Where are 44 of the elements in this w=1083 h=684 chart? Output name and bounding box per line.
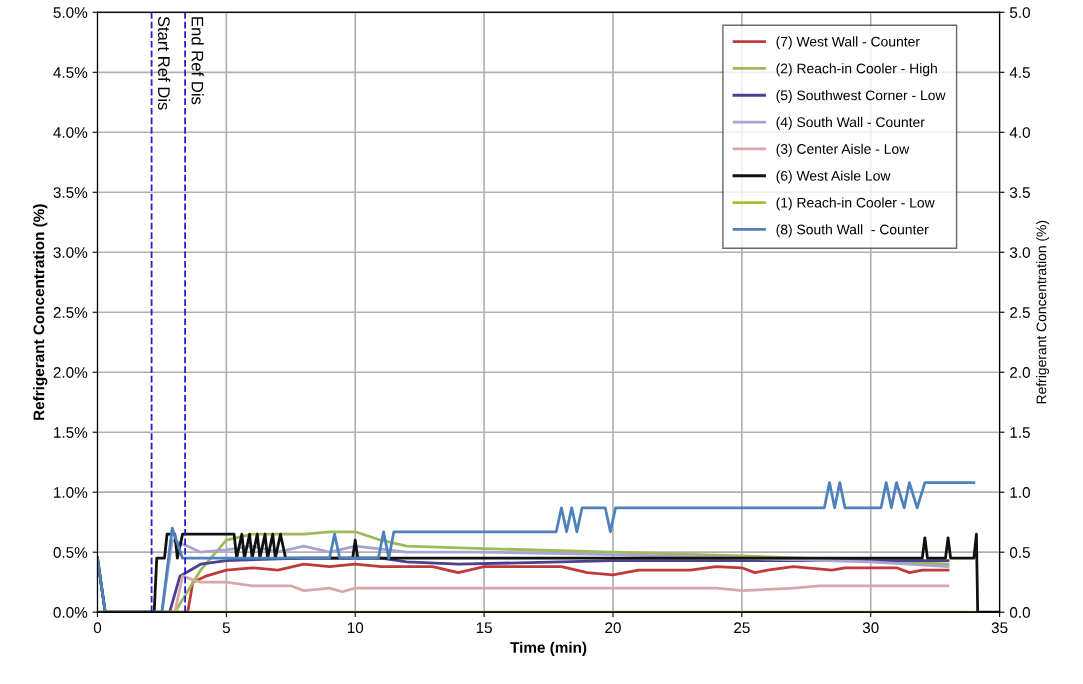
y2-axis-title: Refrigerant Concentration (%) [1036, 220, 1050, 404]
line-series [97, 481, 976, 613]
y2-tick-label: 3.0 [1009, 247, 1030, 258]
y-tick-label: 4.5% [53, 67, 88, 78]
y2-tick-label: 0.0 [1009, 607, 1030, 618]
x-tick-label: 15 [476, 622, 492, 634]
y-tick-label: 2.5% [53, 307, 88, 318]
legend-label: (4) South Wall - Counter [776, 116, 925, 130]
legend-label: (8) South Wall - Counter [776, 224, 929, 238]
legend-label: (5) Southwest Corner - Low [776, 90, 946, 103]
x-tick-label: 10 [347, 622, 364, 634]
y-tick-label: 0.5% [53, 547, 88, 558]
y2-tick-label: 2.5 [1010, 307, 1030, 318]
y2-tick-label: 2.0 [1010, 367, 1030, 378]
legend-label: (1) Reach-in Cooler - Low [776, 197, 935, 211]
ref-line-label: End Ref Dis [191, 17, 204, 105]
y2-tick-label: 1.5 [1010, 427, 1030, 438]
legend-label: (6) West Aisle Low [776, 170, 891, 184]
x-tick-label: 25 [734, 622, 750, 634]
y-axis-title: Refrigerant Concentration (%) [33, 204, 48, 420]
legend-label: (2) Reach-in Cooler - High [776, 63, 937, 77]
y2-tick-label: 1.0 [1010, 487, 1030, 498]
y-tick-label: 2.0% [53, 367, 88, 378]
y-tick-label: 1.0% [54, 487, 88, 498]
y-tick-label: 5.0% [53, 7, 88, 18]
x-tick-label: 35 [991, 622, 1008, 634]
y-tick-label: 4.0% [53, 127, 88, 138]
x-tick-label: 0 [93, 622, 102, 634]
x-tick-label: 5 [222, 622, 230, 634]
y2-tick-label: 4.5 [1009, 67, 1030, 78]
legend-label: (7) West Wall - Counter [776, 36, 920, 50]
x-tick-label: 30 [862, 622, 879, 634]
legend-label: (3) Center Aisle - Low [776, 143, 910, 157]
y2-tick-label: 5.0 [1009, 7, 1030, 18]
y-tick-label: 3.0% [53, 247, 88, 258]
y-tick-label: 1.5% [54, 427, 88, 438]
y2-tick-label: 0.5 [1009, 547, 1030, 558]
y2-tick-label: 3.5 [1009, 187, 1030, 198]
y-tick-label: 3.5% [53, 187, 88, 198]
y2-tick-label: 4.0 [1009, 127, 1030, 138]
y-tick-label: 0.0% [53, 607, 88, 618]
x-axis-title: Time (min) [510, 641, 587, 656]
x-tick-label: 20 [605, 622, 621, 634]
ref-line-label: Start Ref Dis [157, 16, 171, 110]
